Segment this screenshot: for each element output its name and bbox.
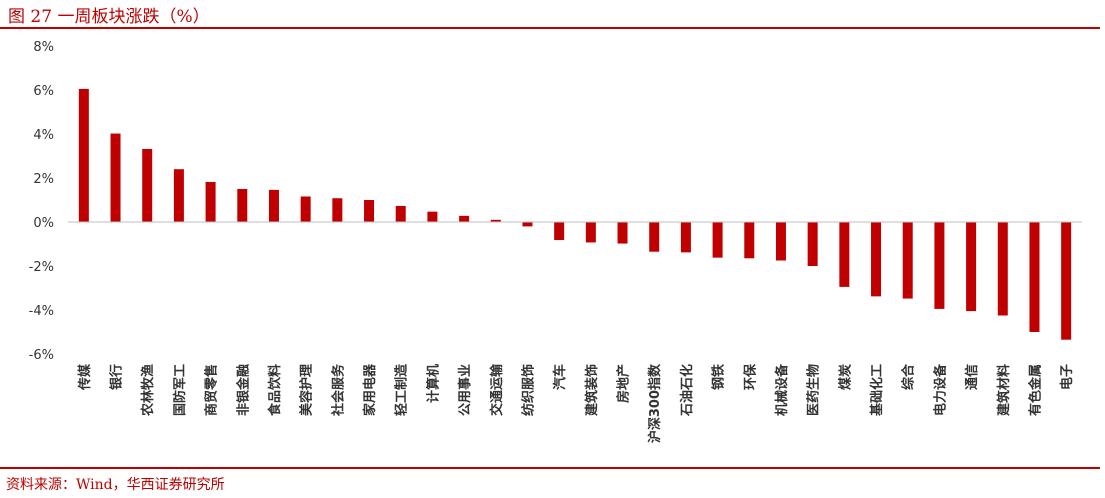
x-tick-label: 美容护理 — [299, 364, 315, 416]
x-tick-label: 农林牧渔 — [140, 364, 156, 417]
bar — [78, 88, 89, 223]
bar — [807, 222, 818, 266]
bar — [300, 196, 311, 222]
x-tick-label: 沪深300指数 — [647, 363, 663, 443]
x-tick-label: 建筑装饰 — [584, 364, 600, 416]
x-tick-label: 石油石化 — [679, 364, 695, 417]
x-tick-label: 房地产 — [616, 364, 632, 403]
bar — [585, 222, 596, 243]
y-tick-label: 4% — [33, 128, 54, 143]
x-tick-label: 食品饮料 — [267, 364, 283, 416]
bar — [554, 222, 565, 241]
x-tick-label: 非银金融 — [235, 364, 251, 416]
y-tick-label: -2% — [29, 260, 54, 275]
x-tick-label: 基础化工 — [869, 364, 885, 417]
x-tick-label: 传媒 — [77, 363, 93, 391]
y-tick-label: 8% — [33, 40, 54, 55]
bar — [966, 222, 977, 312]
y-axis: 8% 6% 4% 2% 0% -2% -4% -6% — [29, 40, 54, 363]
bar — [332, 198, 343, 222]
bar — [395, 205, 406, 222]
bar — [871, 222, 882, 297]
x-tick-label: 综合 — [901, 363, 917, 390]
x-tick-label: 商贸零售 — [204, 364, 220, 416]
x-tick-label: 交通运输 — [489, 363, 505, 416]
bar — [744, 222, 755, 259]
x-tick-label: 公用事业 — [457, 364, 473, 416]
bar — [649, 222, 660, 252]
bar — [142, 148, 153, 222]
bar — [712, 222, 723, 258]
bar — [490, 219, 501, 222]
y-tick-label: -6% — [29, 348, 54, 363]
bar — [775, 222, 786, 261]
y-tick-label: -4% — [29, 304, 54, 319]
footer-divider — [0, 467, 1100, 469]
x-tick-label: 电力设备 — [932, 363, 948, 416]
x-tick-label: 钢铁 — [711, 364, 727, 390]
bar — [459, 215, 470, 222]
y-tick-label: 0% — [33, 216, 54, 231]
x-tick-label: 纺织服饰 — [520, 364, 536, 416]
x-tick-label: 轻工制造 — [394, 363, 410, 416]
x-tick-label: 计算机 — [425, 364, 441, 403]
bar — [173, 169, 184, 222]
x-tick-label: 机械设备 — [774, 363, 790, 416]
x-tick-label: 国防军工 — [172, 364, 188, 416]
bar — [839, 222, 850, 287]
source-note: 资料来源：Wind，华西证券研究所 — [6, 477, 225, 493]
title-divider — [0, 27, 1100, 29]
bar — [1029, 222, 1040, 332]
x-axis-labels: 传媒 银行 农林牧渔 国防军工 商贸零售 非银金融 食品饮料 美容护理 社会服务 家用电器 轻工制造… — [77, 363, 1075, 443]
bar — [268, 189, 279, 222]
page-title: 图 27 一周板块涨跌（%） — [8, 7, 210, 27]
bar — [902, 222, 913, 299]
x-tick-label: 通信 — [964, 364, 980, 390]
y-tick-label: 6% — [33, 84, 54, 99]
x-tick-label: 建筑材料 — [996, 364, 1012, 416]
x-tick-label: 汽车 — [552, 364, 568, 390]
x-tick-label: 家用电器 — [362, 363, 378, 416]
bar — [522, 222, 533, 227]
y-tick-label: 2% — [33, 172, 54, 187]
x-tick-label: 银行 — [109, 364, 125, 390]
bar — [680, 222, 691, 253]
bar — [997, 222, 1008, 316]
x-tick-label: 煤炭 — [837, 364, 853, 390]
x-tick-label: 电子 — [1059, 364, 1075, 390]
bar — [617, 222, 628, 244]
bar — [427, 211, 438, 222]
bar — [364, 200, 375, 222]
x-tick-label: 医药生物 — [806, 364, 822, 416]
bar — [237, 189, 248, 222]
bar — [110, 133, 121, 222]
bar — [205, 181, 216, 222]
bar-series — [78, 88, 1072, 340]
x-tick-label: 有色金属 — [1027, 364, 1043, 416]
bar — [1061, 222, 1072, 340]
x-tick-label: 社会服务 — [330, 363, 346, 417]
x-tick-label: 环保 — [742, 363, 758, 390]
bar — [934, 222, 945, 309]
